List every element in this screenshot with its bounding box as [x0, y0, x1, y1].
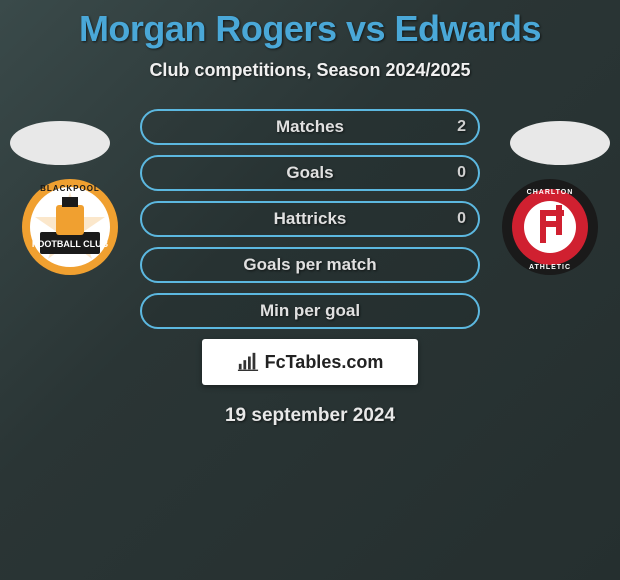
blackpool-badge-icon: FOOTBALL CLUB BLACKPOOL: [20, 177, 120, 277]
page-title: Morgan Rogers vs Edwards: [0, 0, 620, 50]
player-left-avatar: [10, 121, 110, 165]
stat-label: Hattricks: [274, 209, 347, 229]
stat-label: Goals: [286, 163, 333, 183]
date-text: 19 september 2024: [140, 405, 480, 427]
stat-row-hattricks: Hattricks 0: [140, 201, 480, 237]
stat-row-goals: Goals 0: [140, 155, 480, 191]
stat-row-matches: Matches 2: [140, 109, 480, 145]
stat-label: Goals per match: [243, 255, 376, 275]
stat-left-value: 2: [457, 118, 466, 136]
watermark-text: FcTables.com: [265, 352, 384, 373]
club-badge-right: CHARLTON ATHLETIC: [500, 177, 600, 277]
charlton-badge-icon: CHARLTON ATHLETIC: [500, 177, 600, 277]
stat-label: Min per goal: [260, 301, 360, 321]
svg-text:FOOTBALL CLUB: FOOTBALL CLUB: [32, 239, 109, 249]
comparison-panel: FOOTBALL CLUB BLACKPOOL CHARLTON ATHLETI…: [0, 109, 620, 449]
stat-row-min-per-goal: Min per goal: [140, 293, 480, 329]
stat-left-value: 0: [457, 210, 466, 228]
subtitle: Club competitions, Season 2024/2025: [0, 60, 620, 81]
club-badge-left: FOOTBALL CLUB BLACKPOOL: [20, 177, 120, 277]
stat-left-value: 0: [457, 164, 466, 182]
chart-icon: [237, 351, 259, 373]
svg-text:ATHLETIC: ATHLETIC: [529, 264, 571, 271]
player-right-avatar: [510, 121, 610, 165]
svg-text:CHARLTON: CHARLTON: [527, 189, 574, 196]
stats-rows: Matches 2 Goals 0 Hattricks 0 Goals per …: [140, 109, 480, 427]
watermark: FcTables.com: [202, 339, 418, 385]
svg-text:BLACKPOOL: BLACKPOOL: [40, 184, 100, 193]
stat-row-goals-per-match: Goals per match: [140, 247, 480, 283]
stat-label: Matches: [276, 117, 344, 137]
